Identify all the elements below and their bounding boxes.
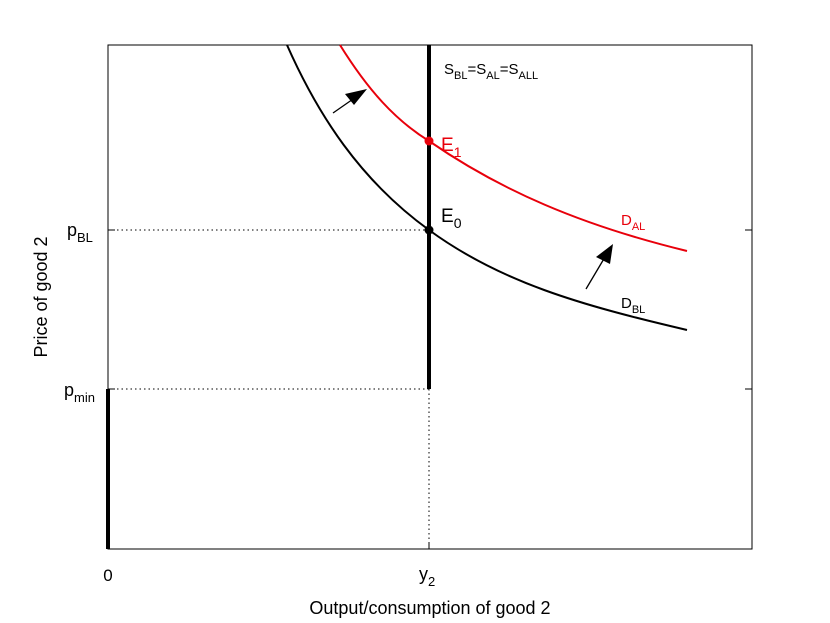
- eq-label-shifted: E1: [441, 135, 462, 160]
- demand-curve-shifted: [339, 44, 688, 252]
- eq-point-shifted: [424, 136, 434, 146]
- y-tick-p-bl: pBL: [67, 220, 93, 245]
- eq-point-original: [424, 225, 434, 235]
- eq-label-original: E0: [441, 206, 462, 231]
- demand-label-original: DBL: [621, 295, 645, 316]
- y-tick-p-min: pmin: [64, 380, 95, 405]
- x-axis-label: Output/consumption of good 2: [309, 598, 550, 618]
- x-tick-y2: y2: [419, 564, 435, 589]
- guide-lines: [108, 229, 430, 549]
- demand-label-shifted: DAL: [621, 212, 645, 233]
- x-tick-zero: 0: [103, 566, 112, 585]
- demand-curve-original: [286, 44, 688, 331]
- shift-arrow-upper: [332, 89, 367, 114]
- y-axis-label: Price of good 2: [31, 236, 51, 357]
- supply-label: SBL=SAL=SALL: [444, 61, 538, 82]
- shift-arrow-lower: [585, 244, 613, 290]
